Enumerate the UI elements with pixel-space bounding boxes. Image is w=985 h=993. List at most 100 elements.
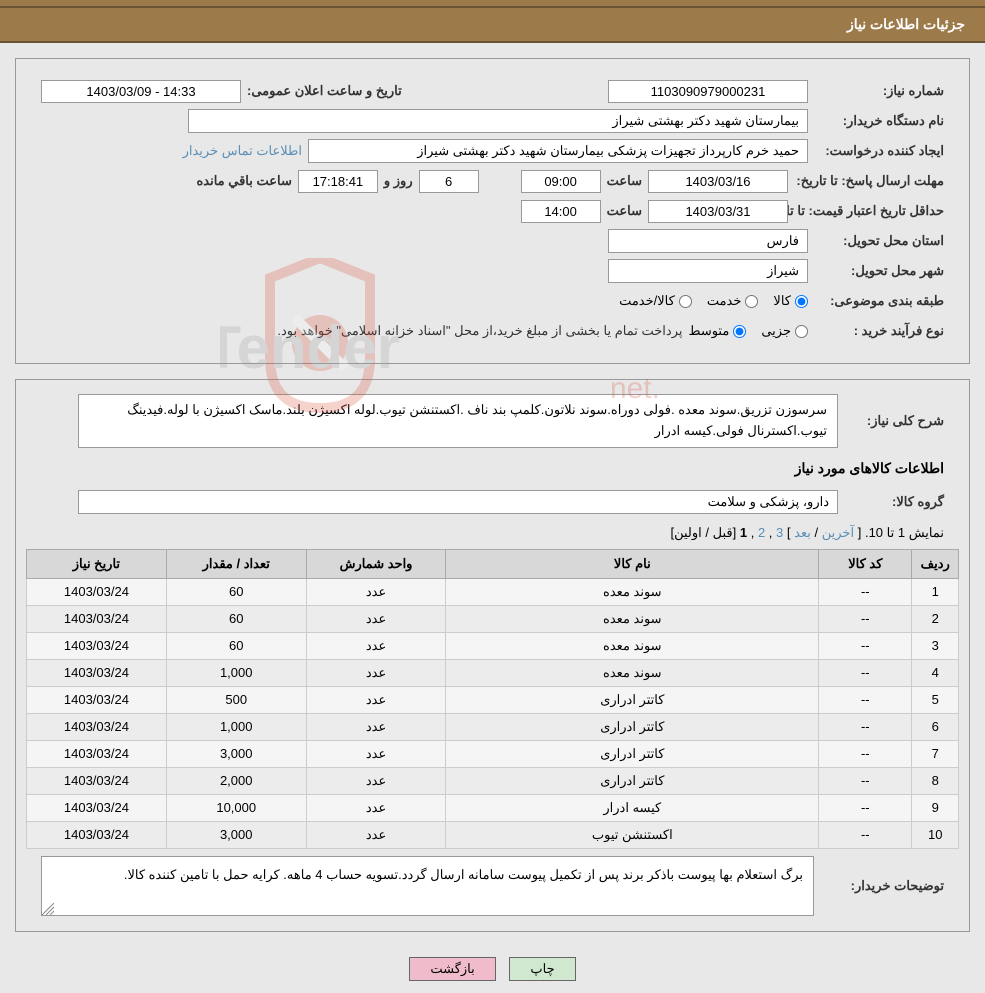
ptype-radio-medium[interactable]	[733, 325, 746, 338]
announce-label: تاریخ و ساعت اعلان عمومی:	[247, 83, 402, 99]
table-cell: --	[819, 605, 912, 632]
table-cell: اکستنشن تیوب	[446, 821, 819, 848]
ptype-opt-medium[interactable]: متوسط	[688, 323, 746, 339]
table-cell: --	[819, 821, 912, 848]
pager-range: نمايش 1 تا 10.	[865, 525, 944, 540]
requester-label: ایجاد کننده درخواست:	[814, 143, 944, 159]
days-label: روز و	[384, 173, 413, 189]
table-cell: 5	[912, 686, 959, 713]
table-row: 1--سوند معدهعدد601403/03/24	[27, 578, 959, 605]
table-cell: عدد	[306, 740, 446, 767]
requester-value: حمید خرم کارپرداز تجهیزات پزشکی بیمارستا…	[308, 139, 808, 163]
items-table: ردیفکد کالانام کالاواحد شمارشتعداد / مقد…	[26, 549, 959, 849]
table-cell: عدد	[306, 713, 446, 740]
pager-p1: 1	[740, 525, 747, 540]
overall-label: شرح کلی نیاز:	[844, 413, 944, 429]
table-header: نام کالا	[446, 549, 819, 578]
table-cell: عدد	[306, 578, 446, 605]
table-cell: 3	[912, 632, 959, 659]
deadline-label: مهلت ارسال پاسخ: تا تاریخ:	[794, 173, 944, 189]
class-opt-both[interactable]: کالا/خدمت	[619, 293, 692, 309]
back-button[interactable]: بازگشت	[409, 957, 495, 981]
table-cell: --	[819, 578, 912, 605]
table-cell: --	[819, 686, 912, 713]
pager-next[interactable]: بعد	[794, 525, 811, 540]
class-opt-goods[interactable]: کالا	[773, 293, 808, 309]
table-cell: سوند معده	[446, 659, 819, 686]
table-header: تعداد / مقدار	[166, 549, 306, 578]
table-cell: 1403/03/24	[27, 632, 167, 659]
pager-p3[interactable]: 3	[776, 525, 783, 540]
validity-date: 1403/03/31	[648, 200, 788, 223]
need-no-label: شماره نیاز:	[814, 83, 944, 99]
class-radio-group: کالا خدمت کالا/خدمت	[619, 293, 808, 309]
table-cell: --	[819, 740, 912, 767]
table-cell: کاتتر ادراری	[446, 686, 819, 713]
table-header: کد کالا	[819, 549, 912, 578]
remain-label: ساعت باقي مانده	[196, 173, 291, 189]
table-cell: 1403/03/24	[27, 713, 167, 740]
table-cell: 1403/03/24	[27, 686, 167, 713]
pager-last[interactable]: آخرین	[822, 525, 854, 540]
class-opt-service[interactable]: خدمت	[707, 293, 759, 309]
buyer-org-value: بیمارستان شهید دکتر بهشتی شیراز	[188, 109, 808, 133]
details-panel: شرح کلی نیاز: سرسوزن تزریق.سوند معده .فو…	[15, 379, 970, 932]
class-radio-goods[interactable]	[795, 295, 808, 308]
table-header: ردیف	[912, 549, 959, 578]
table-cell: 3,000	[166, 740, 306, 767]
buyer-org-label: نام دستگاه خریدار:	[814, 113, 944, 129]
table-cell: 1403/03/24	[27, 821, 167, 848]
resize-handle-icon[interactable]	[42, 903, 54, 915]
ptype-radio-small[interactable]	[795, 325, 808, 338]
table-cell: 1,000	[166, 659, 306, 686]
table-row: 8--کاتتر ادراریعدد2,0001403/03/24	[27, 767, 959, 794]
table-cell: 1,000	[166, 713, 306, 740]
table-row: 3--سوند معدهعدد601403/03/24	[27, 632, 959, 659]
pager: نمايش 1 تا 10. [ آخرین / بعد ] 3 , 2 , 1…	[26, 519, 959, 547]
table-cell: 1	[912, 578, 959, 605]
contact-link[interactable]: اطلاعات تماس خریدار	[183, 143, 302, 159]
table-cell: 10,000	[166, 794, 306, 821]
validity-label: حداقل تاریخ اعتبار قیمت: تا تاریخ:	[794, 203, 944, 219]
table-cell: 1403/03/24	[27, 794, 167, 821]
table-cell: 1403/03/24	[27, 740, 167, 767]
table-header: واحد شمارش	[306, 549, 446, 578]
table-cell: 7	[912, 740, 959, 767]
table-header: تاریخ نیاز	[27, 549, 167, 578]
table-cell: کیسه ادرار	[446, 794, 819, 821]
overall-desc: سرسوزن تزریق.سوند معده .فولی دوراه.سوند …	[78, 394, 838, 448]
ptype-note: پرداخت تمام یا بخشی از مبلغ خرید،از محل …	[277, 323, 682, 339]
page-title: جزئیات اطلاعات نیاز	[0, 8, 985, 43]
table-cell: 10	[912, 821, 959, 848]
table-cell: عدد	[306, 605, 446, 632]
time-label-1: ساعت	[607, 173, 642, 189]
ptype-opt-small[interactable]: جزیی	[761, 323, 808, 339]
table-cell: 60	[166, 632, 306, 659]
announce-value: 14:33 - 1403/03/09	[41, 80, 241, 103]
buttons-row: چاپ بازگشت	[0, 947, 985, 991]
class-radio-both[interactable]	[679, 295, 692, 308]
province-label: استان محل تحویل:	[814, 233, 944, 249]
table-row: 5--کاتتر ادراریعدد5001403/03/24	[27, 686, 959, 713]
table-cell: --	[819, 713, 912, 740]
table-cell: --	[819, 794, 912, 821]
table-cell: 9	[912, 794, 959, 821]
table-cell: 6	[912, 713, 959, 740]
table-cell: عدد	[306, 821, 446, 848]
city-label: شهر محل تحویل:	[814, 263, 944, 279]
table-cell: 1403/03/24	[27, 605, 167, 632]
table-cell: 3,000	[166, 821, 306, 848]
table-row: 6--کاتتر ادراریعدد1,0001403/03/24	[27, 713, 959, 740]
ptype-label: نوع فرآیند خرید :	[814, 323, 944, 339]
deadline-date: 1403/03/16	[648, 170, 788, 193]
table-cell: 2	[912, 605, 959, 632]
print-button[interactable]: چاپ	[509, 957, 575, 981]
pager-p2[interactable]: 2	[758, 525, 765, 540]
table-cell: --	[819, 632, 912, 659]
group-value: دارو، پزشکی و سلامت	[78, 490, 838, 514]
table-cell: کاتتر ادراری	[446, 713, 819, 740]
table-row: 9--کیسه ادرارعدد10,0001403/03/24	[27, 794, 959, 821]
class-radio-service[interactable]	[745, 295, 758, 308]
table-cell: 1403/03/24	[27, 767, 167, 794]
time-label-2: ساعت	[607, 203, 642, 219]
